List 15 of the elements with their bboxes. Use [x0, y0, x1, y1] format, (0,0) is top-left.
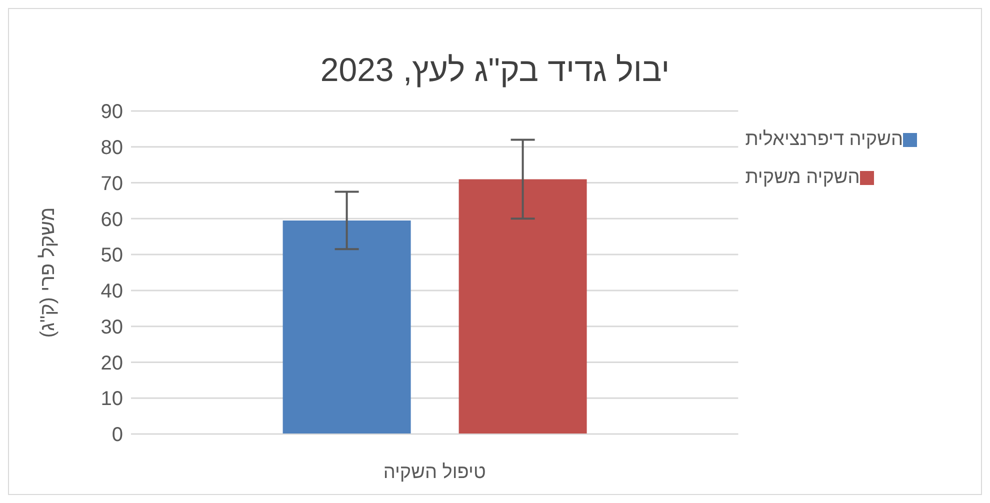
y-tick-label: 90: [100, 101, 123, 124]
y-tick-label: 20: [100, 352, 123, 374]
y-tick-label: 0: [112, 424, 123, 446]
y-tick-label: 10: [100, 388, 123, 410]
y-axis-title: משקל פרי (ק"ג): [37, 207, 60, 338]
chart-title: יבול גדיד בק"ג לעץ, 2023: [319, 51, 671, 89]
legend-label: השקיה משקית: [745, 167, 860, 188]
y-tick-label: 80: [100, 136, 123, 159]
x-axis-title: טיפול השקיה: [383, 462, 486, 483]
y-tick-label: 50: [100, 244, 123, 267]
y-tick-label: 60: [100, 208, 123, 231]
y-tick-label: 70: [100, 172, 123, 195]
legend-label: השקיה דיפרנציאלית: [745, 129, 903, 150]
y-tick-label: 40: [100, 280, 123, 303]
y-tick-label: 30: [100, 316, 123, 338]
